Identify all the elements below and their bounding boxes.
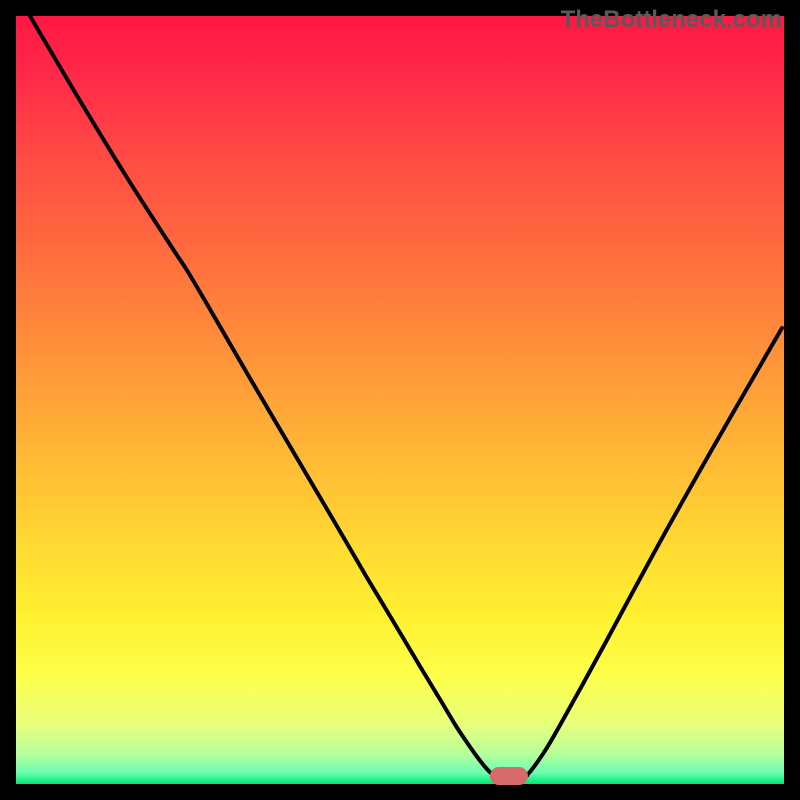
optimal-point-marker: [490, 767, 528, 785]
chart-frame: TheBottleneck.com: [0, 0, 800, 800]
watermark-text: TheBottleneck.com: [561, 6, 782, 34]
plot-area: [16, 16, 784, 784]
